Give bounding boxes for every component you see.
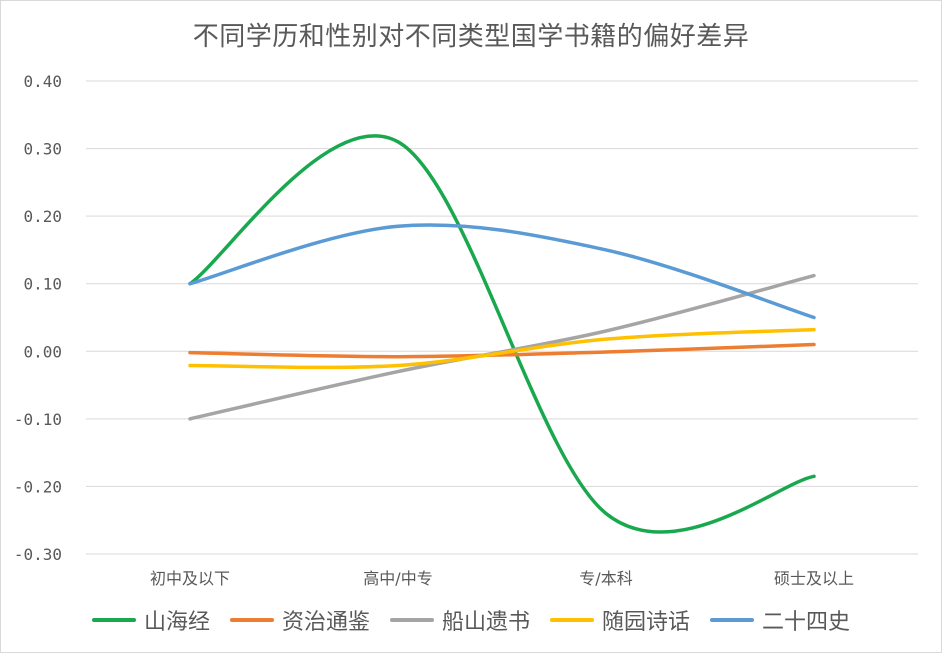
chart-legend: 山海经 资治通鉴 船山遗书 随园诗话 二十四史: [0, 600, 942, 640]
y-tick-label: 0.40: [23, 72, 62, 91]
y-tick-label: -0.10: [14, 410, 62, 429]
legend-item: 山海经: [91, 604, 210, 636]
x-category-label: 硕士及以上: [774, 569, 854, 588]
legend-swatch: [229, 618, 274, 622]
series-line-2: [188, 342, 816, 359]
legend-swatch: [91, 618, 136, 622]
chart-title: 不同学历和性别对不同类型国学书籍的偏好差异: [192, 22, 750, 52]
legend-item: 随园诗话: [550, 604, 690, 636]
series-line-4: [188, 327, 816, 370]
legend-label: 二十四史: [762, 610, 851, 635]
x-axis-category-labels: 初中及以下 高中/中专 专/本科 硕士及以上: [150, 569, 854, 588]
y-tick-label: 0.30: [23, 140, 62, 159]
legend-item: 资治通鉴: [229, 604, 370, 636]
x-category-label: 专/本科: [579, 569, 632, 588]
series-line-5: [188, 223, 816, 320]
x-category-label: 高中/中专: [363, 569, 432, 588]
y-tick-label: -0.30: [14, 545, 62, 564]
y-tick-label: 0.10: [23, 275, 62, 294]
legend-swatch: [710, 618, 755, 622]
legend-swatch: [389, 618, 434, 622]
y-tick-label: -0.20: [14, 477, 62, 496]
legend-label: 山海经: [143, 610, 210, 635]
series-lines: [188, 134, 816, 534]
y-tick-label: 0.20: [23, 207, 62, 226]
legend-label: 随园诗话: [602, 610, 691, 635]
y-tick-label: 0.00: [23, 342, 62, 361]
y-axis-tick-labels: 0.40 0.30 0.20 0.10 0.00 -0.10 -0.20 -0.30: [14, 72, 62, 564]
legend-label: 船山遗书: [441, 610, 530, 635]
legend-item: 船山遗书: [389, 604, 530, 636]
legend-item: 二十四史: [710, 604, 850, 636]
series-line-1: [188, 134, 816, 534]
x-category-label: 初中及以下: [150, 569, 230, 588]
legend-label: 资治通鉴: [281, 610, 370, 635]
legend-swatch: [550, 618, 594, 622]
